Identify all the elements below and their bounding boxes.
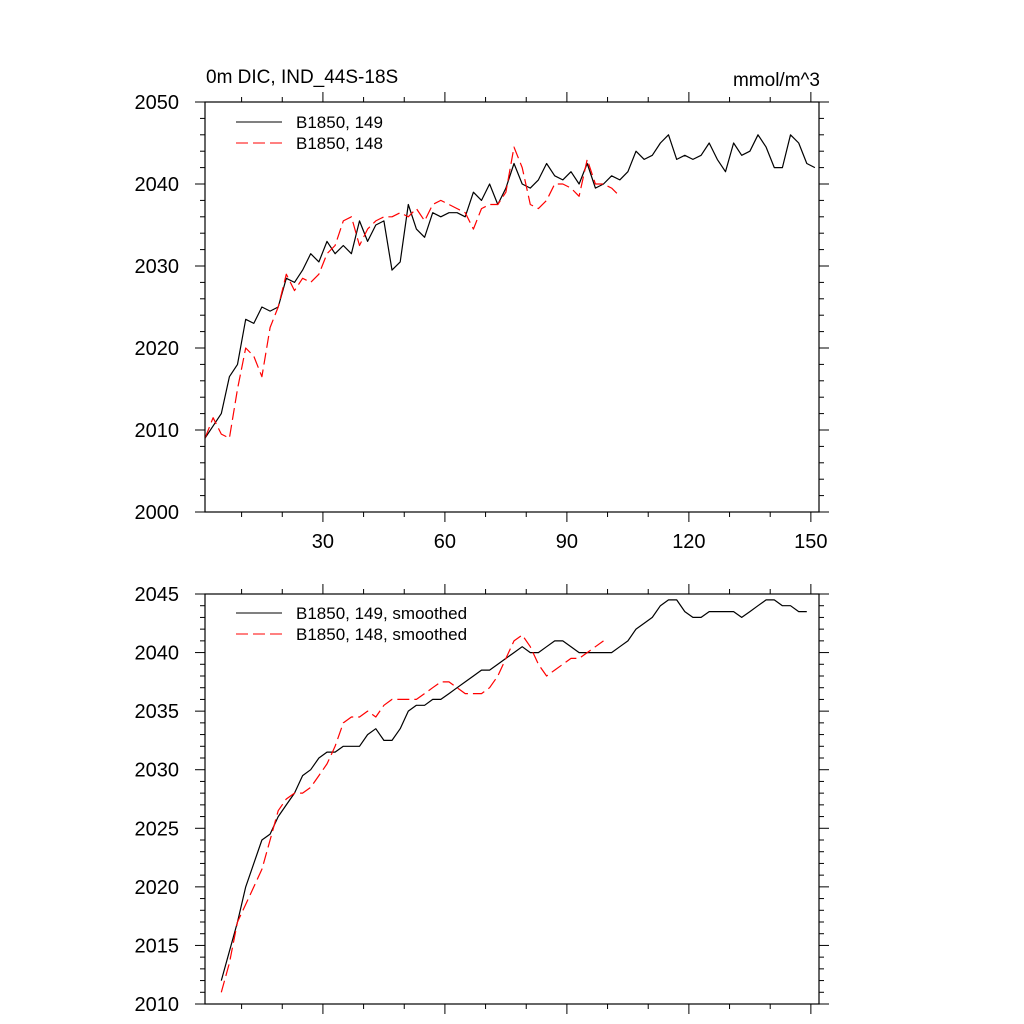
y-tick-label: 2015 — [135, 935, 180, 957]
y-tick-label: 2045 — [135, 584, 180, 606]
top-plot-frame — [204, 101, 820, 513]
chart-title: 0m DIC, IND_44S-18S — [206, 67, 398, 88]
y-tick-label: 2025 — [135, 818, 180, 840]
y-tick-label: 2040 — [135, 643, 180, 665]
legend-label-149-smoothed: B1850, 149, smoothed — [296, 604, 467, 623]
y-tick-label: 2010 — [135, 994, 180, 1016]
y-tick-label: 2050 — [135, 92, 180, 114]
x-tick-label: 60 — [434, 531, 456, 553]
y-tick-label: 2020 — [135, 338, 180, 360]
y-tick-label: 2040 — [135, 174, 180, 196]
series-line-b1850-148 — [204, 146, 621, 439]
bottom-plot-panel: 2010 2015 2020 2025 2030 2035 2040 2045 B1850, … — [135, 584, 829, 1016]
y-tick-label: 2000 — [135, 502, 180, 524]
legend: B1850, 149 B1850, 148 — [236, 113, 383, 153]
series-line-b1850-149 — [220, 599, 807, 981]
x-tick-label: 90 — [556, 531, 578, 553]
legend-label-148: B1850, 148 — [296, 134, 383, 153]
y-tick-label: 2030 — [135, 760, 180, 782]
top-plot-panel: 0m DIC, IND_44S-18S mmol/m^3 30 60 90 120 15… — [135, 67, 829, 553]
x-tick-label: 150 — [794, 531, 827, 553]
x-tick-label: 30 — [312, 531, 334, 553]
units-label: mmol/m^3 — [733, 70, 820, 91]
y-tick-label: 2010 — [135, 420, 180, 442]
x-tick-label: 120 — [672, 531, 705, 553]
series-line-b1850-148 — [220, 634, 604, 993]
legend: B1850, 149, smoothed B1850, 148, smoothe… — [236, 604, 467, 644]
y-tick-label: 2030 — [135, 256, 180, 278]
legend-label-148-smoothed: B1850, 148, smoothed — [296, 625, 467, 644]
y-tick-label: 2020 — [135, 877, 180, 899]
y-tick-label: 2035 — [135, 701, 180, 723]
bottom-plot-frame — [204, 593, 820, 1005]
legend-label-149: B1850, 149 — [296, 113, 383, 132]
series-line-b1850-149 — [204, 134, 816, 439]
